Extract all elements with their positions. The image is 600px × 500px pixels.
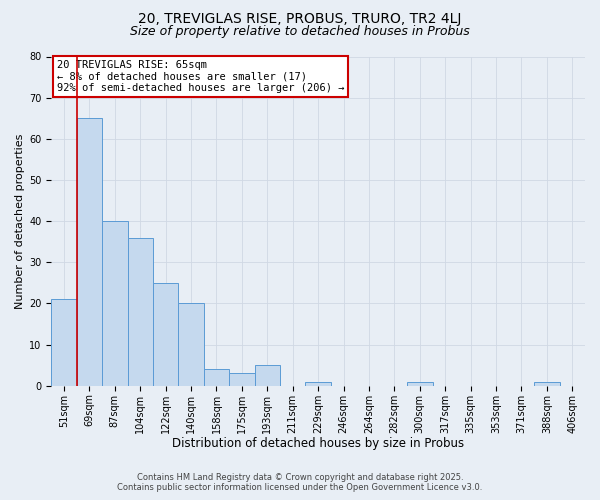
Bar	[254, 365, 280, 386]
Bar	[229, 374, 254, 386]
Text: 20 TREVIGLAS RISE: 65sqm
← 8% of detached houses are smaller (17)
92% of semi-de: 20 TREVIGLAS RISE: 65sqm ← 8% of detache…	[56, 60, 344, 93]
Text: Contains HM Land Registry data © Crown copyright and database right 2025.
Contai: Contains HM Land Registry data © Crown c…	[118, 473, 482, 492]
Bar	[102, 221, 128, 386]
Bar	[51, 300, 77, 386]
Bar	[204, 370, 229, 386]
Bar	[534, 382, 560, 386]
Text: 20, TREVIGLAS RISE, PROBUS, TRURO, TR2 4LJ: 20, TREVIGLAS RISE, PROBUS, TRURO, TR2 4…	[139, 12, 461, 26]
Bar	[178, 304, 204, 386]
Bar	[77, 118, 102, 386]
Y-axis label: Number of detached properties: Number of detached properties	[15, 134, 25, 309]
X-axis label: Distribution of detached houses by size in Probus: Distribution of detached houses by size …	[172, 437, 464, 450]
Bar	[153, 283, 178, 386]
Bar	[128, 238, 153, 386]
Bar	[305, 382, 331, 386]
Bar	[407, 382, 433, 386]
Text: Size of property relative to detached houses in Probus: Size of property relative to detached ho…	[130, 25, 470, 38]
